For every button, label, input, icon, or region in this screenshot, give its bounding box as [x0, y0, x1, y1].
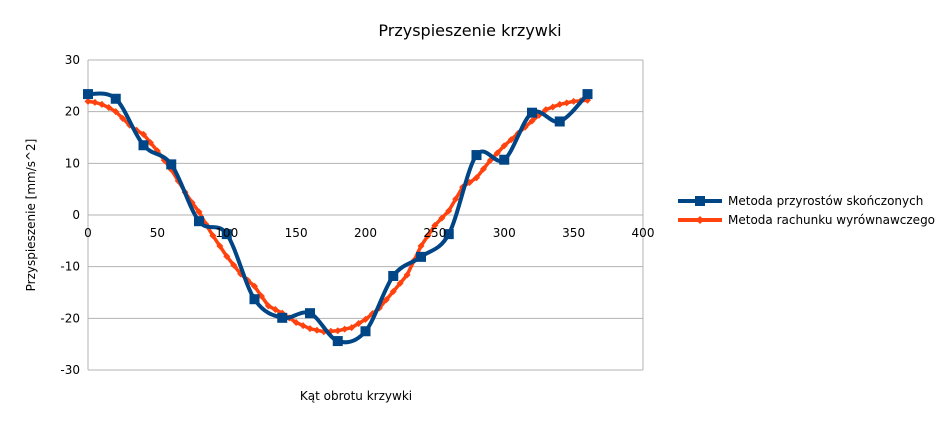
data-point-0	[277, 312, 288, 323]
data-point-0	[554, 116, 565, 127]
legend-label: Metoda przyrostów skończonych	[728, 194, 923, 208]
y-tick-label: 30	[65, 53, 80, 67]
data-point-1	[500, 142, 508, 150]
data-point-1	[313, 326, 321, 334]
data-point-0	[499, 154, 510, 165]
series-layer	[83, 89, 593, 347]
x-tick-label: 300	[493, 226, 516, 240]
data-point-0	[332, 336, 343, 347]
data-point-1	[257, 292, 265, 300]
data-point-0	[443, 229, 454, 240]
data-point-1	[389, 287, 397, 295]
y-tick-label: 20	[65, 105, 80, 119]
data-point-0	[388, 270, 399, 281]
y-tick-label: 10	[65, 156, 80, 170]
data-point-1	[223, 252, 231, 260]
data-point-1	[396, 279, 404, 287]
data-point-1	[140, 130, 147, 138]
data-point-1	[355, 320, 363, 327]
series-line-0	[87, 91, 589, 345]
data-point-0	[582, 89, 593, 100]
legend-marker	[695, 196, 705, 206]
y-tick-label: 0	[72, 208, 80, 222]
data-point-1	[306, 325, 314, 333]
series-line-1	[87, 98, 588, 334]
data-point-1	[549, 103, 557, 111]
data-point-1	[299, 322, 307, 330]
legend-label: Metoda rachunku wyrównawczego	[728, 213, 935, 227]
data-point-1	[98, 100, 106, 108]
data-point-1	[105, 104, 113, 112]
data-point-1	[493, 149, 501, 157]
x-axis-title: Kąt obrotu krzywki	[300, 389, 412, 403]
data-point-1	[146, 139, 154, 147]
data-point-1	[209, 232, 217, 240]
x-tick-label: 250	[423, 226, 446, 240]
data-point-1	[563, 99, 571, 107]
data-point-0	[249, 294, 260, 305]
data-point-1	[230, 261, 238, 269]
data-point-1	[431, 221, 439, 229]
data-point-0	[83, 89, 93, 100]
data-point-0	[138, 140, 149, 151]
data-point-1	[362, 315, 369, 323]
x-tick-label: 350	[562, 226, 585, 240]
data-point-0	[166, 159, 177, 170]
data-point-1	[292, 318, 300, 326]
data-point-0	[110, 93, 121, 104]
data-point-1	[195, 208, 203, 216]
data-point-1	[348, 324, 356, 332]
data-point-1	[452, 195, 460, 203]
data-point-1	[334, 327, 342, 335]
data-point-1	[271, 306, 279, 314]
data-point-1	[556, 100, 564, 108]
data-point-0	[527, 107, 537, 118]
data-point-1	[84, 97, 92, 105]
y-tick-label: -10	[60, 260, 80, 274]
y-tick-label: -20	[60, 311, 80, 325]
legend: Metoda przyrostów skończonych Metoda rach…	[678, 194, 935, 227]
data-point-1	[264, 302, 272, 310]
x-tick-label: 150	[285, 226, 308, 240]
data-point-1	[251, 282, 258, 290]
data-point-1	[417, 242, 425, 250]
data-point-0	[471, 150, 482, 161]
chart-title: Przyspieszenie krzywki	[378, 21, 561, 40]
data-point-1	[119, 114, 127, 122]
y-axis-title: Przyspieszenie [mm/s^2]	[24, 139, 38, 292]
data-point-1	[542, 106, 550, 114]
data-point-1	[424, 232, 432, 240]
data-point-0	[305, 308, 315, 319]
axis-layer	[87, 60, 644, 370]
data-point-1	[438, 214, 446, 222]
data-point-1	[403, 271, 411, 279]
x-tick-label: 100	[215, 226, 238, 240]
x-tick-label: 0	[84, 226, 92, 240]
data-point-1	[445, 207, 453, 215]
data-point-0	[360, 326, 371, 337]
x-tick-label: 50	[150, 226, 165, 240]
data-point-1	[473, 174, 480, 182]
data-point-1	[112, 108, 120, 116]
data-point-1	[570, 97, 578, 105]
data-point-1	[507, 136, 515, 144]
data-point-1	[382, 296, 390, 304]
data-point-1	[528, 117, 536, 125]
data-point-1	[216, 242, 224, 250]
data-point-0	[221, 229, 232, 240]
legend-marker	[696, 216, 704, 224]
data-point-1	[91, 98, 99, 106]
x-tick-label: 200	[354, 226, 377, 240]
y-tick-label: -30	[60, 363, 80, 377]
data-point-1	[479, 165, 487, 173]
data-point-1	[341, 325, 349, 333]
data-point-0	[194, 216, 204, 227]
x-tick-label: 400	[632, 226, 655, 240]
data-point-0	[416, 251, 426, 262]
